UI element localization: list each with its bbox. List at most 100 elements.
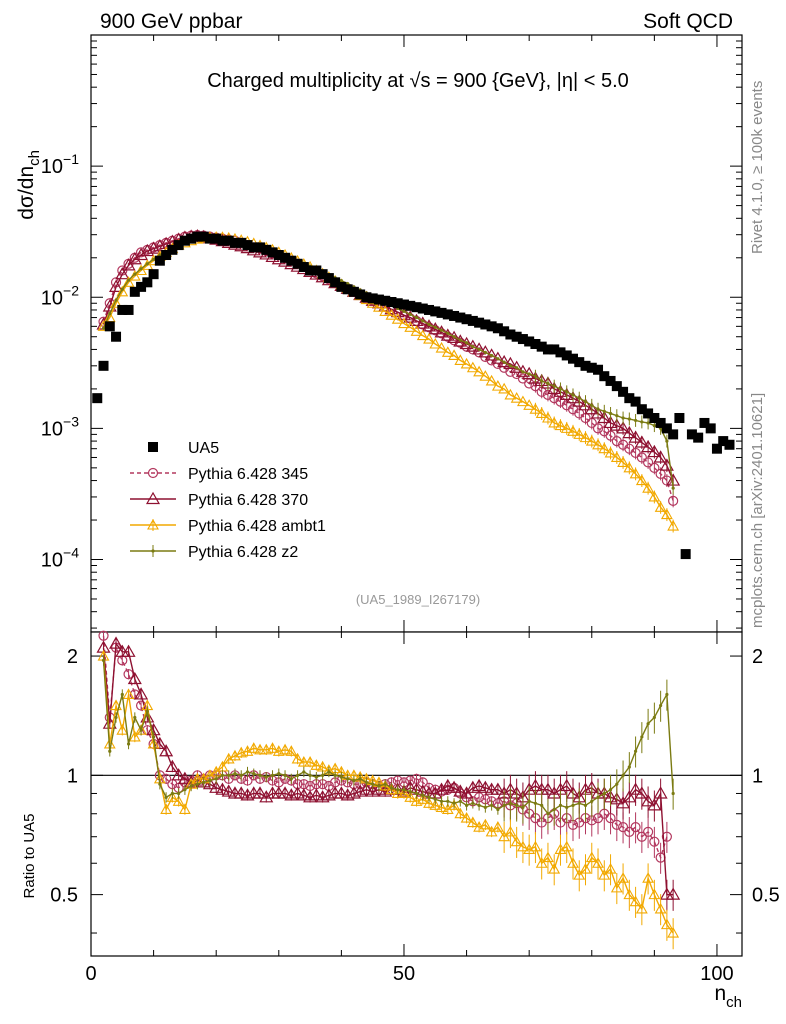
ratio-point <box>535 857 548 868</box>
ratio-point <box>116 724 129 735</box>
data-point <box>480 319 491 330</box>
data-point <box>104 321 115 332</box>
ratio-point <box>170 791 174 796</box>
ratio-point <box>649 836 660 847</box>
y-tick-label: 10−3 <box>41 413 79 440</box>
series-point <box>498 382 511 394</box>
ratio-point <box>647 798 662 811</box>
ratio-point <box>346 786 361 799</box>
ratio-point <box>258 773 262 777</box>
ratio-point <box>121 644 136 657</box>
series-point <box>448 349 460 360</box>
data-point <box>242 240 253 251</box>
series-point <box>464 341 469 345</box>
ratio-point <box>636 831 647 842</box>
ratio-point <box>177 771 192 784</box>
ratio-point <box>304 755 317 767</box>
ratio-point <box>660 918 673 930</box>
x-tick-label: 50 <box>393 963 415 985</box>
series-point <box>604 446 617 458</box>
ratio-point <box>628 782 643 795</box>
ratio-point <box>527 799 531 803</box>
ratio-point <box>573 868 586 880</box>
data-point <box>611 381 622 392</box>
ratio-tick-label-right: 2 <box>752 646 763 668</box>
ratio-point <box>608 788 613 792</box>
legend-item-p345: Pythia 6.428 345 <box>130 466 308 483</box>
data-point <box>674 412 685 423</box>
series-point <box>473 365 486 377</box>
series-point <box>379 305 392 316</box>
data-point <box>405 300 416 311</box>
chart-title: Charged multiplicity at √s = 900 {GeV}, … <box>207 70 629 92</box>
data-point <box>668 429 679 440</box>
data-point <box>643 408 654 419</box>
ratio-point <box>552 807 556 812</box>
ratio-point <box>629 895 642 907</box>
series-point <box>616 421 631 434</box>
data-point <box>636 404 647 415</box>
ratio-point <box>611 819 622 830</box>
ratio-point <box>630 822 641 833</box>
data-point <box>555 347 566 358</box>
ratio-point <box>648 888 661 900</box>
data-point <box>342 284 353 295</box>
ratio-point <box>590 799 594 803</box>
data-point <box>129 286 140 297</box>
ratio-panel: 0 50 100 0.5 0.5 1 1 2 2 <box>50 630 780 985</box>
ratio-point <box>577 801 581 805</box>
ratio-point <box>108 749 112 753</box>
ratio-point <box>610 881 623 893</box>
series-point <box>490 353 494 358</box>
ratio-point <box>521 805 525 810</box>
data-point <box>505 329 516 340</box>
ratio-point <box>277 772 281 776</box>
series-point <box>554 419 567 431</box>
ratio-point <box>483 805 487 810</box>
ratio-point <box>240 788 255 801</box>
header-right: Soft QCD <box>643 10 733 33</box>
side-text-bottom: mcplots.cern.ch [arXiv:2401.10621] <box>749 393 766 628</box>
data-point <box>630 396 641 407</box>
ratio-point <box>466 816 479 828</box>
data-point <box>167 244 178 255</box>
ratio-point <box>540 782 555 795</box>
series-point <box>571 393 575 397</box>
ratio-point <box>448 799 460 810</box>
ratio-point <box>239 773 243 777</box>
data-point <box>486 321 497 332</box>
series-point <box>629 467 642 479</box>
ratio-point <box>596 795 600 799</box>
ratio-point <box>266 742 279 753</box>
data-point <box>148 269 159 280</box>
ratio-point <box>427 795 431 799</box>
ratio-point <box>609 792 624 805</box>
ratio-point <box>402 788 406 792</box>
ratio-point <box>560 840 573 852</box>
ratio-point <box>151 735 156 739</box>
data-point <box>111 331 122 342</box>
data-point <box>267 247 278 258</box>
legend-item-ambt1: Pythia 6.428 ambt1 <box>130 518 326 535</box>
series-point <box>109 279 124 292</box>
data-point <box>536 341 547 352</box>
ratio-point <box>640 735 644 739</box>
ratio-point <box>477 803 481 807</box>
ratio-point <box>546 812 550 816</box>
ratio-point <box>290 786 305 799</box>
ratio-point <box>435 801 448 812</box>
legend-marker <box>147 467 159 479</box>
ratio-point <box>453 784 468 797</box>
series-point <box>516 395 529 407</box>
ratio-point <box>195 782 200 786</box>
data-point <box>549 344 560 355</box>
ratio-point <box>643 826 654 837</box>
ratio-point <box>308 773 312 777</box>
ratio-point <box>270 773 275 777</box>
series-point <box>459 336 474 350</box>
data-point <box>198 231 209 242</box>
y-axis-label: dσ/dnch <box>15 150 43 220</box>
ratio-point <box>567 857 579 868</box>
ratio-point <box>434 782 449 795</box>
data-point <box>386 297 397 308</box>
